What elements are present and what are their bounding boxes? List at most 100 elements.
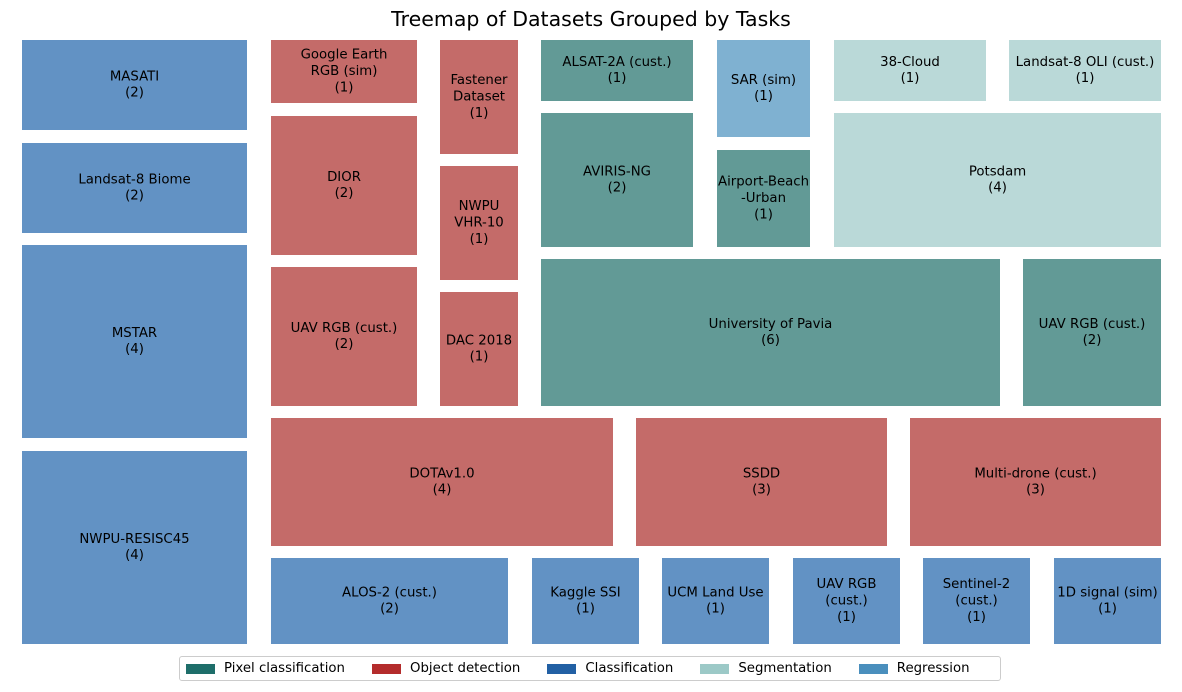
tile-value: (1) (754, 207, 773, 222)
tile-label: Sentinel-2 (943, 577, 1011, 592)
legend-swatch (858, 663, 888, 674)
tile-alsat-2a-cust-10: ALSAT-2A (cust.)(1) (541, 40, 693, 101)
tile-rect (1023, 259, 1161, 406)
tile-fastener-dataset-7: Fastener Dataset(1) (440, 40, 518, 154)
legend-label: Regression (896, 661, 970, 676)
legend-label: Segmentation (738, 661, 832, 676)
tile-label: SSDD (743, 466, 780, 481)
tile-value: (1) (608, 71, 627, 86)
tile-value: (1) (754, 89, 773, 104)
tile-value: (1) (335, 80, 354, 95)
tile-value: (2) (1083, 333, 1102, 348)
legend-label: Pixel classification (224, 661, 345, 676)
legend-label: Classification (585, 661, 674, 676)
tile-label: Potsdam (969, 164, 1026, 179)
tile-rect (271, 418, 613, 546)
tile-rect (910, 418, 1161, 546)
tile-label: VHR-10 (454, 216, 504, 231)
tile-value: (1) (470, 106, 489, 121)
tile-rect (541, 40, 693, 101)
legend-swatch (700, 663, 730, 674)
tile-label: Landsat-8 OLI (cust.) (1016, 55, 1155, 70)
tile-value: (3) (1026, 483, 1045, 498)
tile-masati-0: MASATI (2) (22, 40, 247, 130)
tile-rect (271, 116, 417, 255)
tile-rect (440, 40, 518, 154)
tile-value: (4) (125, 342, 144, 357)
tile-rect (923, 558, 1030, 644)
tile-label: -Urban (741, 191, 786, 206)
tile-value: (1) (837, 610, 856, 625)
legend-item-regression: Regression (858, 661, 970, 676)
tile-rect (440, 292, 518, 406)
tile-value: (1) (470, 232, 489, 247)
tile-rect (1009, 40, 1161, 101)
tile-dior-5: DIOR(2) (271, 116, 417, 255)
tile-landsat-8-biome-1: Landsat-8 Biome (2) (22, 143, 247, 233)
tile-label: RGB (sim) (311, 64, 378, 79)
tile-rect (541, 113, 693, 247)
tile-landsat-8-oli-cust-15: Landsat-8 OLI (cust.)(1) (1009, 40, 1161, 101)
legend-item-pixel-classification: Pixel classification (186, 661, 345, 676)
tile-value: (1) (576, 602, 595, 617)
tile-uav-rgb-cust-6: UAV RGB (cust.)(2) (271, 267, 417, 406)
tile-label: Multi-drone (cust.) (974, 466, 1096, 481)
tile-1d-signal-sim-27: 1D signal (sim) (1) (1054, 558, 1161, 644)
chart-title: Treemap of Datasets Grouped by Tasks (391, 7, 791, 31)
tile-rect (717, 150, 810, 247)
tile-label: Dataset (453, 90, 505, 105)
tile-multi-drone-cust-21: Multi-drone (cust.) (3) (910, 418, 1161, 546)
tile-university-of-pavia-17: University of Pavia(6) (541, 259, 1000, 406)
tile-label: (cust.) (955, 594, 997, 609)
tile-rect (22, 245, 247, 438)
tile-label: UCM Land Use (667, 585, 763, 600)
tile-sar-sim-12: SAR (sim)(1) (717, 40, 810, 137)
tile-value: (2) (608, 181, 627, 196)
tile-rect (1054, 558, 1161, 644)
tile-rect (271, 558, 508, 644)
legend-item-classification: Classification (547, 661, 673, 676)
tile-label: Kaggle SSI (550, 585, 620, 600)
tile-alos-2-cust-22: ALOS-2 (cust.) (2) (271, 558, 508, 644)
tile-label: AVIRIS-NG (583, 164, 651, 179)
tile-value: (2) (125, 189, 144, 204)
tile-label: UAV RGB (cust.) (1039, 317, 1146, 332)
tile-nwpu-vhr-10-8: NWPU VHR-10(1) (440, 166, 518, 280)
tile-rect (22, 143, 247, 233)
tile-value: (1) (1076, 71, 1095, 86)
tile-rect (22, 451, 247, 644)
legend: Pixel classification Object detection Clas… (179, 656, 1001, 681)
tile-value: (1) (1098, 602, 1117, 617)
tile-rect (793, 558, 900, 644)
legend-item-segmentation: Segmentation (700, 661, 832, 676)
tile-aviris-ng-11: AVIRIS-NG (2) (541, 113, 693, 247)
tile-label: (cust.) (825, 594, 867, 609)
tile-rect (636, 418, 887, 546)
tile-ucm-land-use-24: UCM Land Use (1) (662, 558, 769, 644)
tile-label: ALOS-2 (cust.) (342, 585, 437, 600)
tile-value: (1) (967, 610, 986, 625)
tile-label: Airport-Beach (718, 175, 809, 190)
tile-rect (22, 40, 247, 130)
tile-value: (4) (433, 483, 452, 498)
tile-label: MSTAR (112, 326, 157, 341)
tile-ssdd-20: SSDD (3) (636, 418, 887, 546)
tile-mstar-2: MSTAR(4) (22, 245, 247, 438)
tile-value: (4) (125, 548, 144, 563)
tile-label: Fastener (451, 73, 509, 88)
tile-rect (440, 166, 518, 280)
tile-uav-rgb-cust-25: UAV RGB (cust.)(1) (793, 558, 900, 644)
tile-label: MASATI (110, 69, 159, 84)
tile-label: ALSAT-2A (cust.) (562, 55, 671, 70)
tile-airport-beach-urban-13: Airport-Beach-Urban(1) (717, 150, 810, 247)
legend-swatch (186, 663, 215, 674)
tile-potsdam-16: Potsdam (4) (834, 113, 1161, 247)
tile-label: 38-Cloud (880, 55, 940, 70)
tile-value: (2) (380, 602, 399, 617)
tile-label: UAV RGB (817, 577, 877, 592)
legend-label: Object detection (410, 661, 521, 676)
tile-label: UAV RGB (cust.) (291, 321, 398, 336)
tile-uav-rgb-cust-18: UAV RGB (cust.)(2) (1023, 259, 1161, 406)
tile-value: (6) (761, 333, 780, 348)
